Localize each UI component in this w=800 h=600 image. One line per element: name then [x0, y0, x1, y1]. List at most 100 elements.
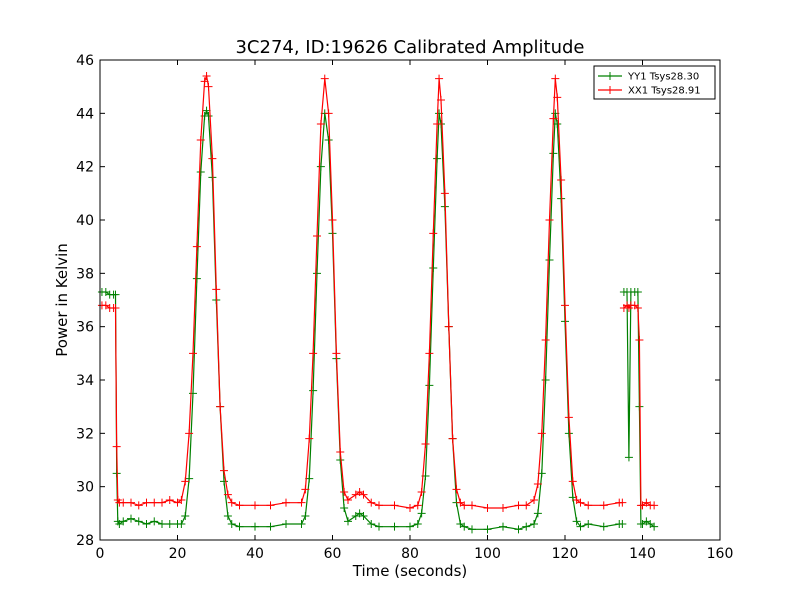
data-point [150, 498, 159, 507]
chart-title: 3C274, ID:19626 Calibrated Amplitude [235, 37, 584, 58]
data-point [305, 434, 314, 443]
data-point [200, 77, 209, 86]
data-point [564, 413, 573, 422]
data-point [599, 522, 608, 531]
y-tick-label: 40 [76, 213, 94, 229]
data-point [499, 504, 507, 512]
data-point [584, 501, 593, 510]
data-point [134, 517, 143, 526]
data-point [618, 520, 627, 528]
data-point [150, 517, 159, 526]
data-point [568, 477, 577, 486]
data-point [413, 501, 422, 510]
y-tick-label: 38 [76, 266, 94, 282]
data-point [223, 490, 232, 499]
data-point [165, 496, 174, 504]
data-point [522, 522, 531, 531]
data-point [468, 501, 476, 510]
data-point [185, 429, 194, 438]
data-point [633, 288, 642, 296]
legend-item: XX1 Tsys28.91 [598, 86, 701, 97]
data-point [452, 485, 461, 494]
data-point [282, 498, 290, 507]
x-tick-label: 160 [707, 546, 734, 562]
data-point [545, 216, 554, 224]
data-point [433, 154, 442, 163]
data-point [204, 112, 213, 120]
x-tick-label: 60 [324, 546, 342, 562]
data-point [204, 82, 213, 91]
data-point [227, 498, 236, 507]
y-tick-label: 46 [76, 53, 94, 69]
data-point [134, 501, 143, 510]
data-point [599, 501, 608, 510]
data-point [537, 429, 546, 438]
data-point [235, 522, 244, 531]
data-point [533, 480, 542, 488]
data-point [340, 488, 349, 496]
ticks-layer: 0 20 40 60 80 100 120 140 160 28 30 32 34 36 38 40 42 44 4… [76, 53, 733, 562]
legend-label: XX1 Tsys28.91 [628, 86, 701, 97]
data-point [316, 120, 325, 128]
data-point [208, 154, 217, 163]
data-point [650, 522, 659, 531]
data-point [336, 448, 345, 456]
y-tick-label: 42 [76, 160, 94, 176]
data-point [406, 504, 414, 512]
data-point [530, 496, 538, 504]
data-point [417, 509, 426, 518]
data-point [460, 501, 469, 510]
data-point [460, 522, 469, 531]
data-point [227, 520, 236, 528]
data-point [181, 512, 190, 520]
data-point [561, 301, 569, 310]
x-tick-label: 80 [401, 546, 419, 562]
data-point [483, 504, 492, 512]
data-point [421, 440, 430, 448]
x-tick-label: 40 [246, 546, 264, 562]
data-point [576, 522, 585, 531]
data-point [127, 498, 135, 507]
plot-frame [99, 59, 721, 541]
y-tick-label: 36 [76, 320, 94, 336]
data-point [530, 520, 538, 528]
data-point [142, 498, 151, 507]
data-point [119, 517, 128, 526]
data-point [618, 498, 627, 507]
data-point [390, 522, 399, 531]
data-point [301, 485, 310, 494]
data-point [549, 114, 558, 123]
data-point [332, 349, 341, 358]
series-2 [97, 72, 659, 512]
data-point [417, 488, 426, 496]
data-point [440, 189, 449, 198]
data-point [572, 517, 581, 526]
x-tick-label: 0 [96, 546, 105, 562]
data-point [576, 498, 585, 507]
data-point [196, 136, 205, 144]
data-point [483, 525, 492, 534]
data-point [435, 74, 444, 83]
data-point [324, 109, 333, 118]
y-tick-label: 44 [76, 106, 94, 122]
data-point [220, 466, 228, 475]
data-point [297, 520, 306, 528]
data-point [444, 322, 453, 331]
data-point [541, 376, 550, 384]
data-point [545, 256, 554, 264]
legend-marker [606, 86, 614, 94]
data-point [266, 522, 275, 531]
data-point [181, 477, 190, 486]
data-point [328, 216, 337, 224]
y-tick-label: 30 [76, 480, 94, 496]
data-point [309, 349, 318, 358]
data-point [313, 269, 321, 278]
series-1 [97, 106, 659, 534]
data-point [297, 498, 306, 507]
data-point [220, 477, 228, 486]
data-point [468, 525, 476, 534]
data-point [635, 336, 644, 344]
data-point [177, 520, 186, 528]
data-point [564, 429, 573, 438]
